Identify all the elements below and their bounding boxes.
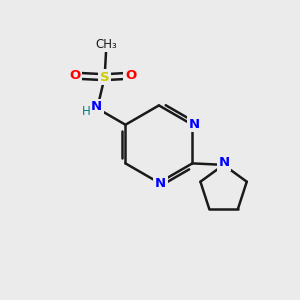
Text: N: N — [91, 100, 102, 113]
Text: CH₃: CH₃ — [95, 38, 117, 51]
Text: N: N — [188, 118, 200, 130]
Text: O: O — [125, 69, 136, 82]
Text: N: N — [155, 177, 166, 190]
Text: H: H — [82, 105, 90, 118]
Text: O: O — [69, 69, 81, 82]
Text: N: N — [219, 156, 230, 169]
Text: S: S — [100, 71, 110, 84]
